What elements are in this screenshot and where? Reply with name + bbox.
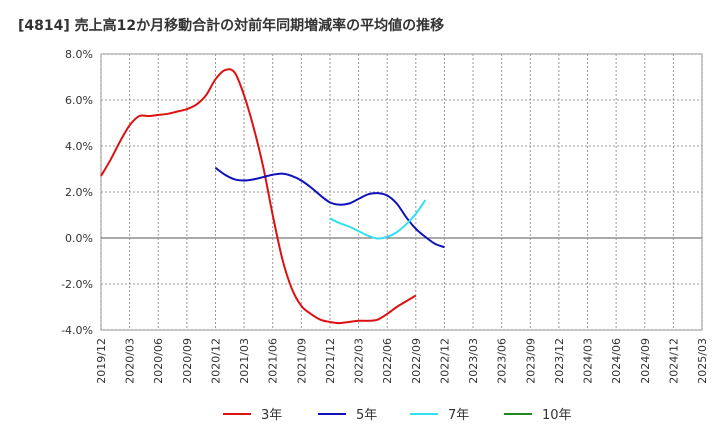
grid-layer bbox=[100, 53, 703, 331]
x-tick-label: 2023/03 bbox=[467, 338, 480, 384]
x-tick-label: 2024/03 bbox=[582, 338, 595, 384]
x-tick-label: 2021/12 bbox=[324, 338, 337, 384]
legend-label: 7年 bbox=[448, 408, 469, 423]
x-tick-label: 2020/03 bbox=[124, 338, 137, 384]
x-tick-label: 2022/06 bbox=[381, 338, 394, 384]
x-tick-label: 2024/09 bbox=[639, 338, 652, 384]
x-tick-label: 2023/09 bbox=[524, 338, 537, 384]
x-tick-label: 2021/03 bbox=[238, 338, 251, 384]
y-tick-label: -2.0% bbox=[61, 278, 93, 291]
legend-label: 10年 bbox=[542, 408, 572, 423]
legend: 3年 5年 7年 10年 bbox=[223, 408, 572, 423]
series-layer bbox=[100, 68, 445, 325]
x-tick-label: 2023/06 bbox=[496, 338, 509, 384]
x-tick-label: 2024/06 bbox=[610, 338, 623, 384]
x-tick-label: 2022/12 bbox=[438, 338, 451, 384]
y-tick-label: 6.0% bbox=[65, 94, 93, 107]
legend-label: 5年 bbox=[356, 408, 377, 423]
y-tick-label: 4.0% bbox=[65, 140, 93, 153]
x-tick-label: 2024/12 bbox=[667, 338, 680, 384]
chart-title: [4814] 売上高12か月移動合計の対前年同期増減率の平均値の推移 bbox=[18, 17, 444, 34]
y-tick-label: 2.0% bbox=[65, 186, 93, 199]
axis-layer: 8.0% 6.0% 4.0% 2.0% 0.0% -2.0% -4.0%2019/12 202… bbox=[61, 48, 709, 384]
series-line-0 bbox=[100, 68, 417, 325]
y-tick-label: 0.0% bbox=[65, 232, 93, 245]
x-tick-label: 2021/09 bbox=[295, 338, 308, 384]
x-tick-label: 2020/06 bbox=[152, 338, 165, 384]
legend-label: 3年 bbox=[261, 408, 282, 423]
y-tick-label: -4.0% bbox=[61, 324, 93, 337]
x-tick-label: 2021/06 bbox=[267, 338, 280, 384]
x-tick-label: 2023/12 bbox=[553, 338, 566, 384]
x-tick-label: 2020/09 bbox=[181, 338, 194, 384]
x-tick-label: 2019/12 bbox=[95, 338, 108, 384]
x-tick-label: 2025/03 bbox=[696, 338, 709, 384]
y-tick-label: 8.0% bbox=[65, 48, 93, 61]
x-tick-label: 2022/09 bbox=[410, 338, 423, 384]
series-line-1 bbox=[214, 167, 445, 249]
x-tick-label: 2022/03 bbox=[353, 338, 366, 384]
x-tick-label: 2020/12 bbox=[209, 338, 222, 384]
series-line-2 bbox=[329, 199, 427, 240]
